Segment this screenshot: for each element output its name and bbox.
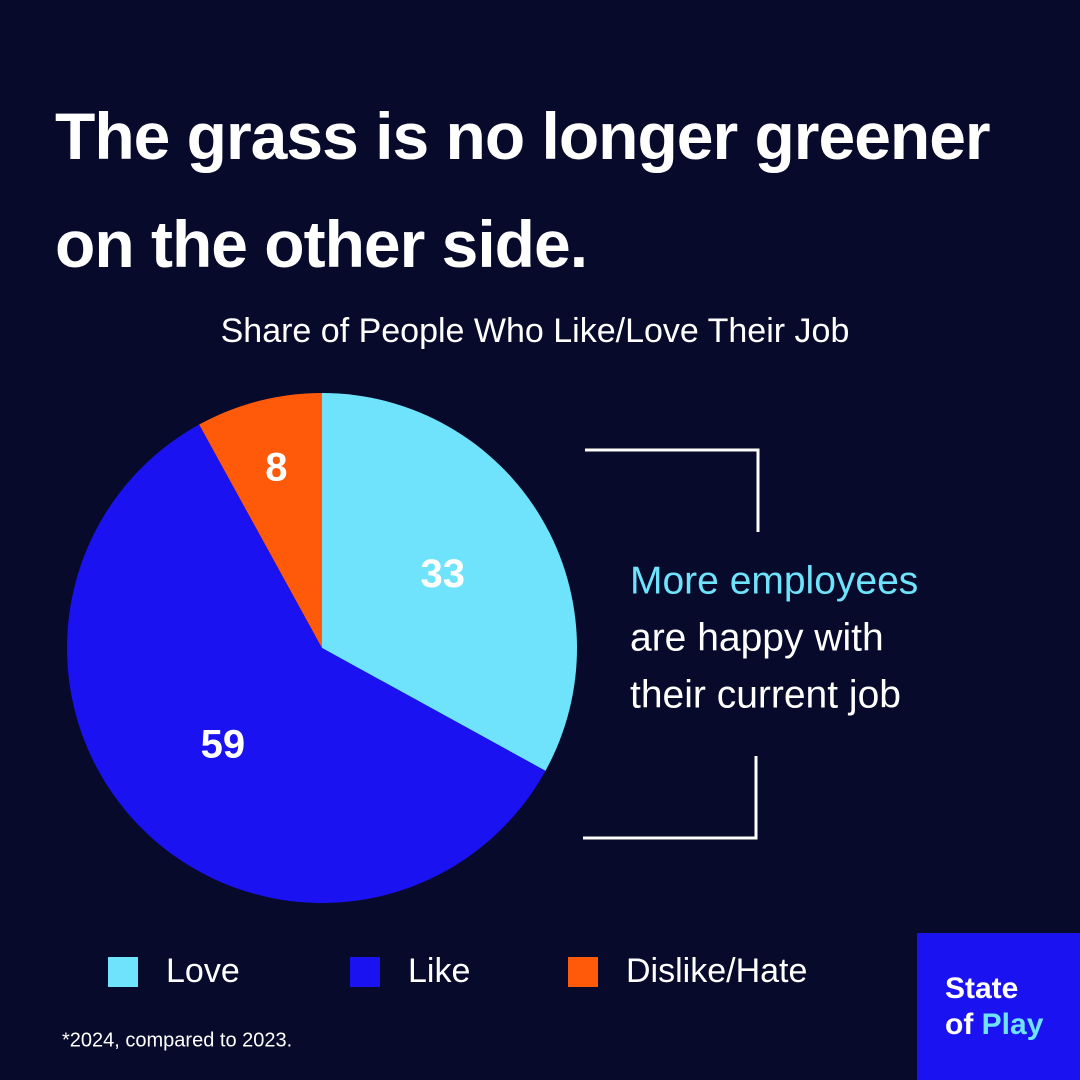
legend-swatch (108, 957, 138, 987)
chart-title: The grass is no longer greener on the ot… (55, 99, 991, 281)
logo-text: of Play (945, 1008, 1044, 1041)
data-label: 59 (201, 723, 246, 767)
logo-text: State (945, 972, 1018, 1005)
bracket-top (585, 448, 760, 532)
legend-swatch (350, 957, 380, 987)
pie-slice (199, 393, 322, 648)
data-label: 33 (420, 552, 465, 596)
legend-label: Dislike/Hate (626, 952, 807, 990)
legend-label: Like (408, 952, 470, 990)
logo-text: of (945, 1008, 974, 1041)
chart-subtitle: Share of People Who Like/Love Their Job (221, 312, 850, 350)
pie-slice (322, 393, 577, 771)
bracket (583, 448, 760, 840)
pie-slice (66, 424, 546, 904)
legend-label: Love (166, 952, 240, 990)
logo-box (917, 933, 1080, 1080)
legend-swatch (568, 957, 598, 987)
annotation: are happy with (630, 616, 884, 659)
annotation-highlight: More employees (630, 559, 918, 602)
logo-text: Play (982, 1008, 1044, 1041)
footnote: *2024, compared to 2023. (62, 1029, 292, 1051)
annotation: their current job (630, 673, 901, 716)
bracket-bottom (583, 756, 758, 840)
data-label: 8 (265, 446, 287, 490)
